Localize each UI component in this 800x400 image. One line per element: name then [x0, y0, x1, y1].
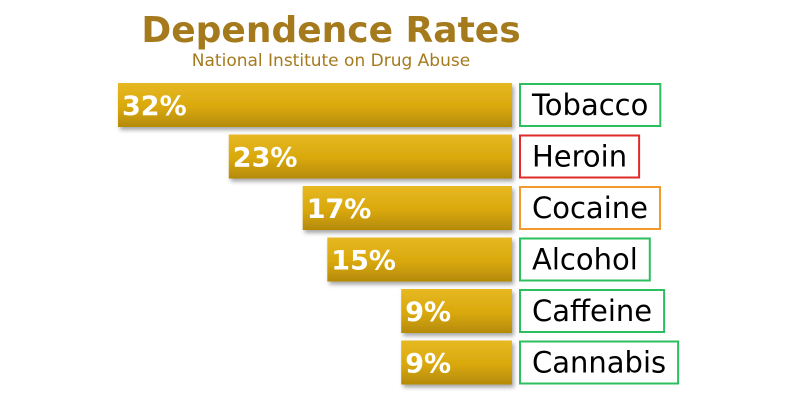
category-labels-group: Tobacco Heroin Cocaine Alcohol Caffeine Canna…: [519, 83, 680, 385]
category-label-cocaine: Cocaine: [532, 191, 648, 225]
category-label-heroin: Heroin: [532, 140, 627, 174]
bar-cannabis: [401, 340, 512, 385]
bar-value-label-caffeine: 9%: [405, 297, 451, 328]
category-box-alcohol: [519, 237, 651, 282]
chart-title: Dependence Rates: [141, 10, 520, 51]
category-box-heroin: [519, 134, 641, 179]
category-label-cannabis: Cannabis: [532, 346, 666, 380]
category-box-caffeine: [519, 289, 666, 333]
bars-group: 32% 23% 17% 15% 9% 9%: [118, 83, 513, 385]
bar-cocaine: [302, 186, 512, 230]
chart-subtitle: National Institute on Drug Abuse: [192, 51, 470, 71]
bar-value-label-tobacco: 32%: [122, 91, 187, 122]
category-label-alcohol: Alcohol: [532, 243, 638, 277]
bar-value-label-cocaine: 17%: [307, 194, 372, 225]
category-box-cannabis: [519, 340, 680, 385]
category-box-cocaine: [519, 186, 661, 230]
category-box-tobacco: [519, 83, 662, 127]
category-label-caffeine: Caffeine: [532, 294, 652, 328]
bar-value-label-alcohol: 15%: [331, 246, 396, 277]
bar-value-label-heroin: 23%: [233, 143, 298, 174]
bar-alcohol: [327, 237, 512, 282]
bar-heroin: [228, 134, 513, 179]
bar-value-label-cannabis: 9%: [405, 349, 451, 380]
category-label-tobacco: Tobacco: [531, 88, 648, 122]
bar-caffeine: [401, 289, 512, 333]
bar-tobacco: [118, 83, 512, 127]
